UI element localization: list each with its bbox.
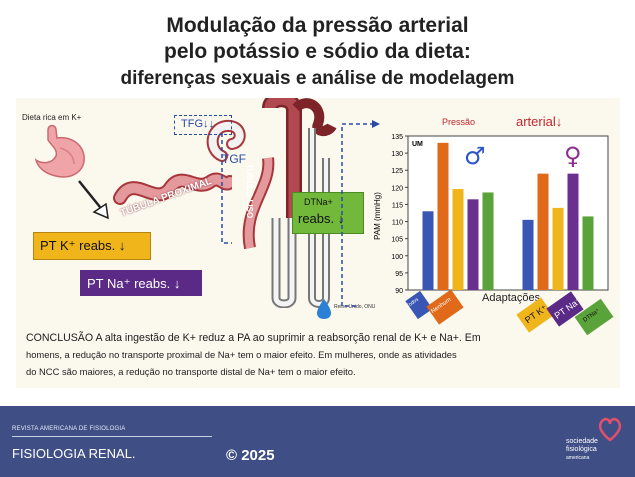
water-drop-icon [317, 299, 331, 319]
pt-na-box [80, 270, 202, 296]
loop-label: TUBULO LISO [245, 164, 254, 219]
loop-of-henle [242, 98, 337, 308]
bar-ptk-male [452, 189, 464, 290]
arrow-down-icon [78, 180, 109, 220]
y-axis-label: PAM (mmHg) [373, 192, 382, 240]
conclusion-line-3: do NCC são maiores, a redução no transpo… [26, 366, 356, 377]
dtna-line2: reabs. ↓ [298, 211, 345, 226]
bar-ptk-female [552, 207, 564, 290]
society-logo-icon [598, 417, 622, 442]
y-tick-label: 90 [395, 288, 403, 295]
society-line-3: americana [566, 455, 590, 461]
conclusion-line-1: CONCLUSÃO A alta ingestão de K+ reduz a … [26, 332, 481, 344]
society-name: sociedade fisiológica americana [566, 438, 598, 462]
title-line-1: Modulação da pressão arterial [166, 14, 469, 37]
title-line-2: pelo potássio e sódio da dieta: [164, 40, 471, 63]
pt-na-label: PT Na⁺ reabs. ↓ [87, 276, 181, 291]
bar-todos-male [422, 211, 434, 290]
section-label: FISIOLOGIA RENAL. [12, 446, 136, 461]
um-label: UM [412, 141, 423, 148]
bar-nenhum-male [437, 142, 449, 290]
y-tick-label: 130 [391, 151, 403, 158]
pt-k-label: PT K⁺ reabs. ↓ [40, 238, 126, 253]
bar-dtna-female [582, 216, 594, 290]
credit-label: Reino Unido, ONU [334, 304, 376, 310]
graphical-abstract-panel: Dieta rica em K+ TÚBULA PROXIMAL TUBULO … [16, 98, 620, 388]
journal-name: REVISTA AMERICANA DE FISIOLOGIA [12, 426, 126, 432]
journal-footer: REVISTA AMERICANA DE FISIOLOGIA FISIOLOG… [0, 406, 635, 477]
bar-dtna-male [482, 192, 494, 290]
tfg-box [174, 115, 232, 135]
pt-k-box [33, 232, 151, 260]
pressure-label: Pressão [442, 117, 476, 127]
chart-bracket [341, 120, 380, 307]
conclusion-line-2: homens, a redução no transporte proximal… [26, 349, 457, 360]
society-line-2: fisiológica [566, 446, 597, 453]
dtna-line1: DTNa+ [304, 197, 333, 207]
y-tick-label: 100 [391, 254, 403, 261]
title-line-3: diferenças sexuais e análise de modelage… [120, 68, 515, 89]
y-tick-label: 95 [395, 271, 403, 278]
stomach-icon [34, 124, 85, 178]
footer-divider [12, 436, 212, 437]
copyright-label: © 2025 [226, 447, 275, 464]
y-tick-label: 105 [391, 237, 403, 244]
y-tick-label: 115 [392, 202, 403, 209]
y-tick-label: 135 [391, 134, 403, 141]
y-tick-label: 110 [392, 220, 403, 227]
x-axis-label: Adaptações [482, 292, 541, 304]
female-icon: ♀ [564, 142, 582, 170]
society-line-1: sociedade [566, 438, 598, 445]
arterial-label: arterial↓ [516, 114, 563, 129]
bar-ptna-male [467, 199, 479, 290]
male-icon: ♂ [464, 142, 486, 170]
feedback-arrow [221, 133, 232, 244]
y-tick-label: 120 [391, 185, 403, 192]
y-tick-label: 125 [391, 168, 403, 175]
glomerulus-loop [206, 119, 246, 162]
tfg-label: TFG↓↓ [181, 118, 214, 130]
proximal-tubule-shape [113, 172, 232, 205]
tgf-label: TGF [222, 152, 246, 166]
bar-ptna-female [567, 173, 579, 290]
bar-nenhum-female [537, 173, 549, 290]
bar-todos-female [522, 219, 534, 290]
diet-label: Dieta rica em K+ [22, 113, 82, 122]
dtna-box [292, 192, 364, 234]
